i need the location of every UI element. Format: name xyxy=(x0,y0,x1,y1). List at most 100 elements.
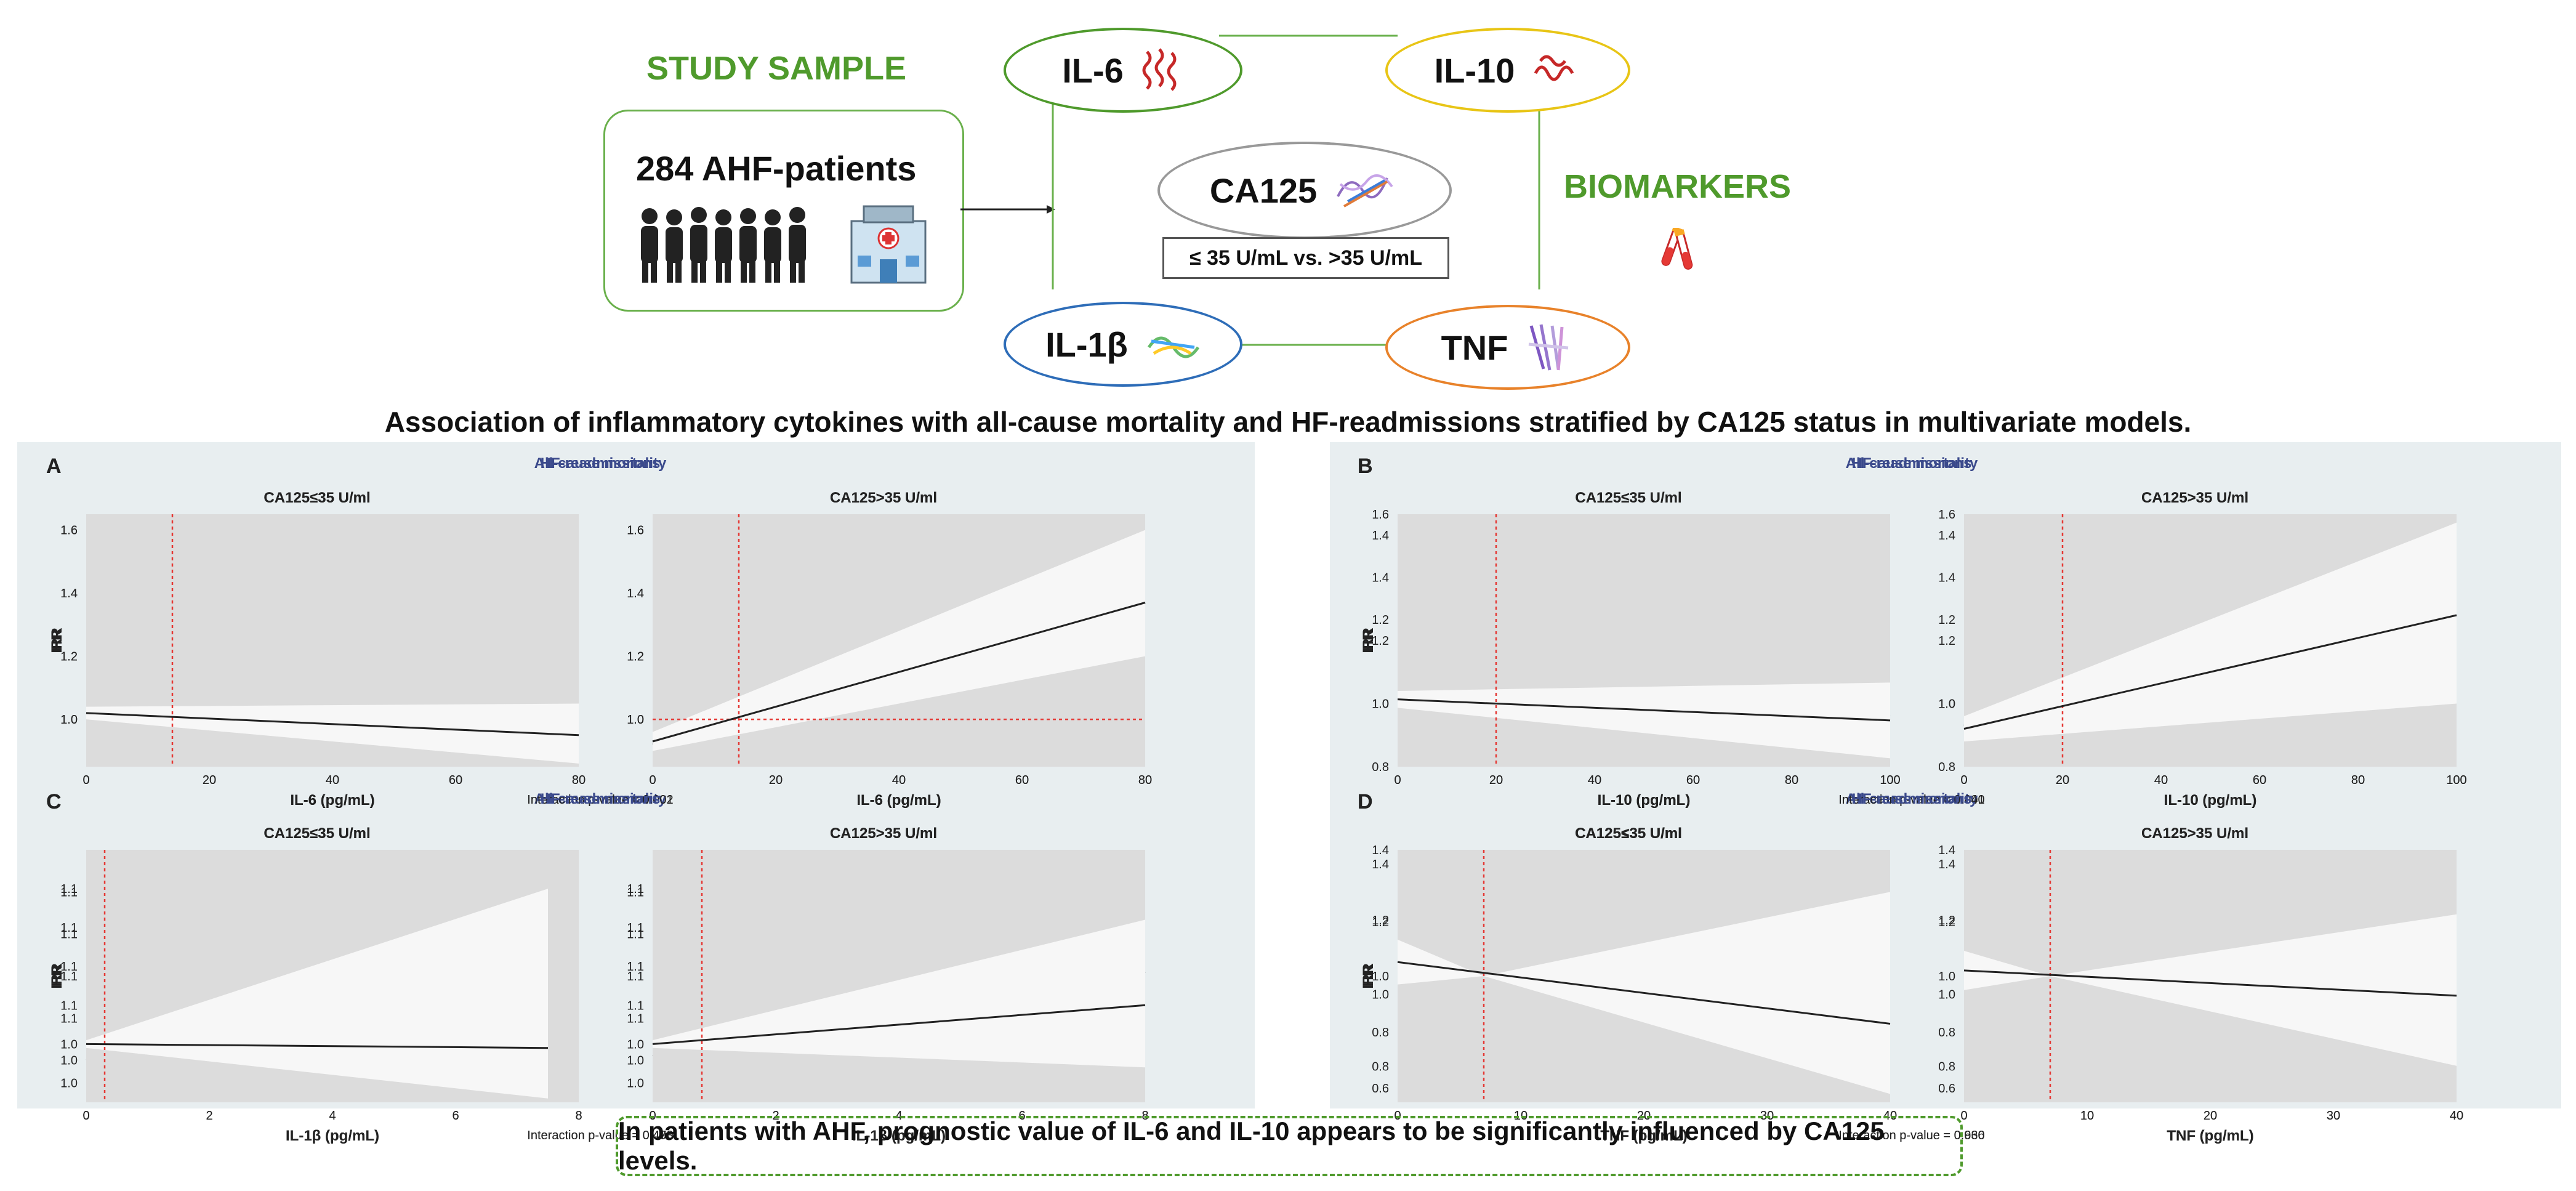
y-tick-label-p3-left: 0.8 xyxy=(1372,1060,1389,1073)
x-tick-label-p3-right: 30 xyxy=(2327,1109,2340,1123)
panel-title-p2: All-cause mortality xyxy=(534,791,667,807)
panel-letter-p0: A xyxy=(46,454,62,478)
x-tick-label-p1-right: 20 xyxy=(2056,773,2069,787)
x-axis-label-p3-left: TNF (pg/mL) xyxy=(1600,1128,1687,1144)
x-tick-label-p1-right: 60 xyxy=(2253,773,2266,787)
x-axis-label-p7-left: TNF (pg/mL) xyxy=(1600,1128,1687,1144)
x-tick-label-p2-left: 2 xyxy=(206,1109,212,1123)
y-tick-label-p3-right: 1.0 xyxy=(1938,988,1955,1001)
y-tick-label-p5-right: 1.2 xyxy=(1938,613,1955,627)
y-tick-label-p6-left: 1.1 xyxy=(60,960,78,974)
y-tick-label-p2-right: 1.1 xyxy=(627,886,644,899)
x-tick-label-p1-right: 0 xyxy=(1960,773,1967,787)
y-axis-label-p7: IRR xyxy=(1360,963,1377,988)
panel-letter-p6: C xyxy=(46,790,62,814)
x-axis-label-p7-right: TNF (pg/mL) xyxy=(2167,1128,2253,1144)
y-tick-label-p3-right: 1.4 xyxy=(1938,844,1955,857)
y-tick-label-p2-right: 1.0 xyxy=(627,1054,644,1068)
y-tick-label-p7-right: 0.6 xyxy=(1938,1082,1955,1096)
y-tick-label-p1-right: 1.2 xyxy=(1938,634,1955,648)
x-tick-label-p0-right: 80 xyxy=(1138,773,1152,787)
y-tick-label-p4-right: 1.2 xyxy=(627,650,644,664)
x-tick-label-p5-left: 100 xyxy=(1880,773,1900,787)
subplot-subtitle-p3-left: CA125≤35 U/ml xyxy=(1575,825,1681,842)
x-tick-label-p6-left: 2 xyxy=(206,1109,212,1123)
x-tick-label-p4-right: 20 xyxy=(769,773,783,787)
interaction-pvalue-p1: Interaction p-value < 0.001 xyxy=(1838,793,1984,807)
x-tick-label-p6-left: 0 xyxy=(83,1109,89,1123)
y-tick-label-p1-left: 1.4 xyxy=(1372,571,1389,585)
protein-icon xyxy=(1529,324,1569,371)
y-tick-label-p6-right: 1.0 xyxy=(627,1038,644,1051)
y-tick-label-p6-left: 1.1 xyxy=(60,921,78,935)
y-tick-label-p0-right: 1.4 xyxy=(627,587,644,600)
x-tick-label-p7-right: 40 xyxy=(2450,1109,2463,1123)
y-tick-label-p4-left: 1.2 xyxy=(60,650,78,664)
x-tick-label-p2-left: 0 xyxy=(83,1109,89,1123)
estimate-line-p6-right xyxy=(652,1004,1146,1045)
y-tick-label-p3-right: 0.8 xyxy=(1938,1060,1955,1073)
y-axis-label-p2: HR xyxy=(49,966,65,987)
y-tick-label-p6-right: 1.1 xyxy=(627,960,644,974)
x-tick-label-p1-right: 100 xyxy=(2446,773,2466,787)
il10-oval: IL-10 xyxy=(1385,28,1630,113)
y-tick-label-p5-left: 1.2 xyxy=(1372,613,1389,627)
y-tick-label-p0-right: 1.2 xyxy=(627,650,644,664)
y-tick-label-p0-left: 1.4 xyxy=(60,587,78,600)
estimate-line-p5-left xyxy=(1397,698,1891,722)
x-tick-label-p0-left: 80 xyxy=(572,773,586,787)
estimate-line-p4-right xyxy=(652,602,1146,743)
x-tick-label-p0-right: 0 xyxy=(649,773,656,787)
study-sample-box: 284 AHF-patients xyxy=(603,110,964,312)
y-tick-label-p4-right: 1.0 xyxy=(627,713,644,727)
x-tick-label-p0-right: 20 xyxy=(769,773,783,787)
interaction-pvalue-p6: Interaction p-value = 0.473 xyxy=(527,1129,673,1142)
y-tick-label-p3-left: 1.0 xyxy=(1372,988,1389,1001)
x-tick-label-p5-right: 0 xyxy=(1960,773,1967,787)
y-tick-label-p6-left: 1.1 xyxy=(60,999,78,1012)
y-tick-label-p6-right: 1.1 xyxy=(627,999,644,1012)
y-tick-label-p7-left: 1.0 xyxy=(1372,970,1389,983)
y-tick-label-p3-left: 1.2 xyxy=(1372,916,1389,929)
panel-title-p4: HF-readmissions xyxy=(541,455,661,472)
x-tick-label-p5-right: 100 xyxy=(2446,773,2466,787)
x-tick-label-p1-left: 80 xyxy=(1785,773,1798,787)
x-axis-label-p5-left: IL-10 (pg/mL) xyxy=(1598,792,1691,809)
x-tick-label-p0-left: 0 xyxy=(83,773,89,787)
test-tubes-icon xyxy=(1661,228,1693,270)
x-tick-label-p5-right: 40 xyxy=(2154,773,2168,787)
y-tick-label-p6-right: 1.1 xyxy=(627,921,644,935)
y-tick-label-p2-left: 1.1 xyxy=(60,928,78,942)
subplot-subtitle-p7-left: CA125<35 U/ml xyxy=(1575,825,1682,842)
il10-label: IL-10 xyxy=(1434,50,1515,90)
subplot-subtitle-p7-right: CA125>35 U/ml xyxy=(2141,825,2248,842)
x-tick-label-p1-right: 40 xyxy=(2154,773,2168,787)
x-tick-label-p6-left: 4 xyxy=(329,1109,336,1123)
x-tick-label-p5-right: 20 xyxy=(2056,773,2069,787)
y-tick-label-p7-left: 0.6 xyxy=(1372,1082,1389,1096)
y-axis-label-p0: HR xyxy=(49,630,65,652)
y-tick-label-p6-right: 1.1 xyxy=(627,882,644,896)
y-tick-label-p0-left: 1.2 xyxy=(60,650,78,664)
x-tick-label-p3-right: 40 xyxy=(2450,1109,2463,1123)
x-tick-label-p2-left: 8 xyxy=(575,1109,582,1123)
y-tick-label-p7-right: 1.4 xyxy=(1938,858,1955,871)
y-tick-label-p5-left: 1.4 xyxy=(1372,529,1389,543)
x-axis-label-p4-right: IL-6 (pg/mL) xyxy=(856,792,941,809)
x-tick-label-p4-right: 60 xyxy=(1015,773,1029,787)
x-tick-label-p4-left: 40 xyxy=(326,773,339,787)
estimate-line-p4-left xyxy=(86,712,579,737)
protein-icon xyxy=(1337,174,1393,208)
interaction-pvalue-p3: Interaction p-value = 0.960 xyxy=(1838,1129,1984,1142)
subplot-subtitle-p6-right: CA125>35 U/ml xyxy=(830,825,937,842)
ca125-label: CA125 xyxy=(1209,171,1318,210)
x-axis-label-p6-left: IL-1β (pg/mL) xyxy=(286,1128,379,1144)
y-tick-label-p1-left: 1.6 xyxy=(1372,508,1389,522)
il6-label: IL-6 xyxy=(1062,50,1124,90)
y-tick-label-p1-left: 1.2 xyxy=(1372,634,1389,648)
x-tick-label-p5-left: 0 xyxy=(1394,773,1401,787)
y-tick-label-p2-right: 1.1 xyxy=(627,928,644,942)
estimate-line-p7-right xyxy=(1963,969,2457,997)
x-axis-label-p3-right: TNF (pg/mL) xyxy=(2167,1128,2253,1144)
x-tick-label-p5-right: 80 xyxy=(2351,773,2365,787)
